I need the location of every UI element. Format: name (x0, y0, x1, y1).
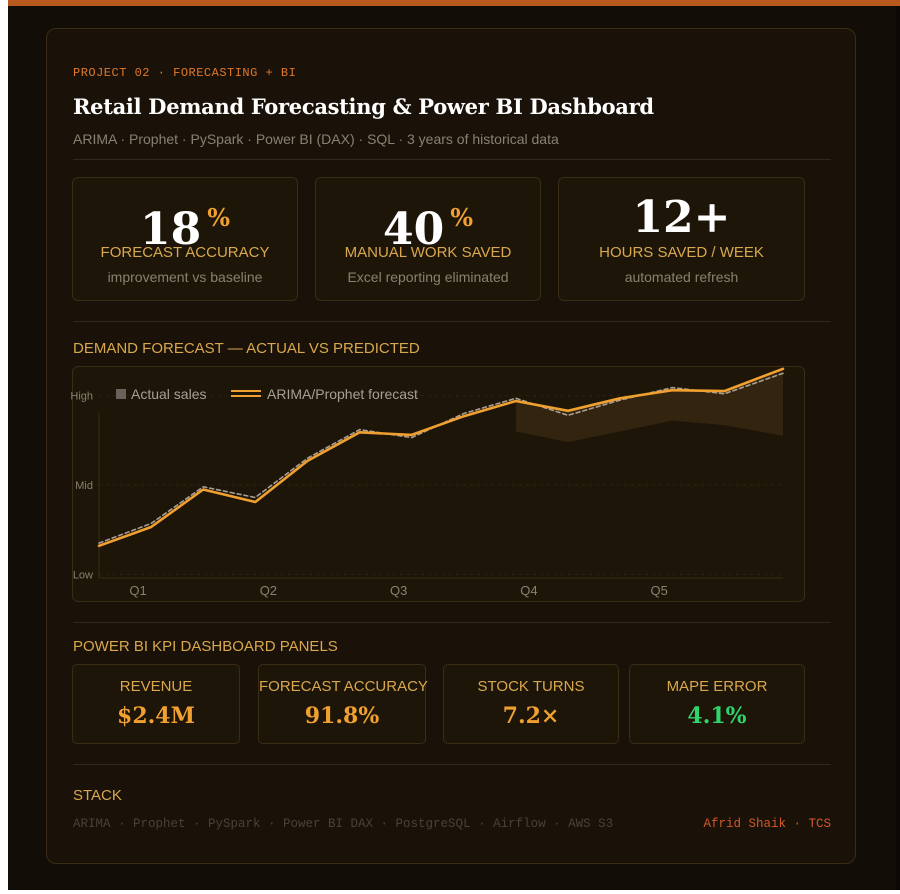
kpi-value: $2.4M (117, 703, 195, 729)
divider (73, 764, 831, 765)
kpi-panel-revenue: REVENUE $2.4M (72, 664, 240, 744)
stat-note: automated refresh (624, 269, 739, 285)
x-tick-label: Q4 (520, 583, 537, 598)
kpi-value: 7.2× (502, 703, 560, 729)
divider (73, 159, 831, 160)
divider (73, 622, 831, 623)
stat-label: FORECAST ACCURACY (100, 244, 270, 261)
stat-label: MANUAL WORK SAVED (344, 244, 512, 261)
forecast-chart: Low Mid High Q1 Q2 Q3 Q4 Q5 Actual sales ARIMA/Pr… (70, 366, 805, 602)
stat-note: Excel reporting eliminated (347, 269, 509, 285)
project-subtitle: ARIMA · Prophet · PySpark · Power BI (DA… (73, 131, 559, 147)
divider (73, 321, 831, 322)
stat-value: 40% (316, 196, 540, 252)
forecast-confidence-band (515, 368, 783, 443)
kpi-value: 91.8% (304, 703, 380, 729)
author-credit: Afrid Shaik · TCS (703, 817, 831, 831)
stat-card-hours-saved: 12+ HOURS SAVED / WEEK automated refresh (558, 177, 805, 301)
kpi-section-heading: POWER BI KPI DASHBOARD PANELS (73, 638, 338, 655)
stat-number: 40 (382, 204, 445, 255)
x-tick-label: Q3 (390, 583, 407, 598)
stat-value: 12+ (559, 196, 804, 240)
kpi-panel-stock-turns: STOCK TURNS 7.2× (443, 664, 619, 744)
stat-number: 12+ (632, 192, 731, 243)
y-tick-label: Low (73, 569, 93, 581)
project-eyebrow: PROJECT 02 · FORECASTING + BI (73, 66, 297, 80)
stat-value: 18% (73, 196, 297, 252)
kpi-label: MAPE ERROR (666, 678, 768, 695)
x-tick-label: Q5 (651, 583, 668, 598)
stat-card-forecast-accuracy: 18% FORECAST ACCURACY improvement vs bas… (72, 177, 298, 301)
legend-swatch-actual (116, 389, 126, 399)
stat-unit: % (450, 203, 474, 232)
x-tick-label: Q1 (129, 583, 146, 598)
kpi-label: REVENUE (119, 678, 193, 695)
stack-heading: STACK (73, 787, 122, 804)
stat-note: improvement vs baseline (107, 269, 263, 285)
stack-list: ARIMA · Prophet · PySpark · Power BI DAX… (73, 817, 614, 831)
forecast-section-heading: DEMAND FORECAST — ACTUAL VS PREDICTED (73, 340, 420, 357)
legend-label-actual: Actual sales (131, 386, 206, 402)
top-accent-bar (0, 0, 900, 6)
frame-edge-bottom (0, 890, 900, 894)
stat-label: HOURS SAVED / WEEK (599, 244, 764, 261)
forecast-line (97, 367, 785, 548)
kpi-label: STOCK TURNS (477, 678, 585, 695)
y-tick-label: Mid (75, 480, 93, 492)
forecast-chart-svg: Low Mid High Q1 Q2 Q3 Q4 Q5 Actual sales ARIMA/Pr… (70, 367, 785, 598)
x-tick-label: Q2 (260, 583, 277, 598)
kpi-value: 4.1% (687, 703, 747, 729)
project-title: Retail Demand Forecasting & Power BI Das… (73, 94, 654, 119)
kpi-label: FORECAST ACCURACY (259, 678, 428, 695)
legend-label-forecast: ARIMA/Prophet forecast (267, 386, 418, 402)
stat-unit: % (207, 203, 231, 232)
frame-edge-left (0, 0, 8, 894)
kpi-panel-mape-error: MAPE ERROR 4.1% (629, 664, 805, 744)
stat-number: 18 (139, 204, 202, 255)
kpi-panel-forecast-accuracy: FORECAST ACCURACY 91.8% (258, 664, 428, 744)
stat-card-manual-work-saved: 40% MANUAL WORK SAVED Excel reporting el… (315, 177, 541, 301)
y-tick-label: High (70, 391, 93, 403)
